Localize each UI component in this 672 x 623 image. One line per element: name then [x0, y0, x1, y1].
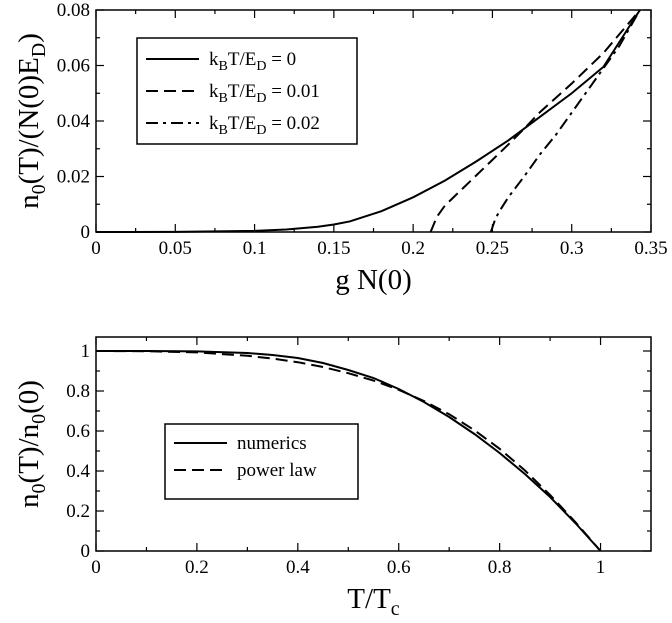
y-tick-label: 0.8 — [66, 381, 90, 402]
x-tick-label: 0.3 — [560, 238, 584, 259]
x-tick-label: 0.05 — [159, 238, 192, 259]
y-tick-label: 1 — [81, 341, 91, 362]
x-tick-label: 0.35 — [634, 238, 667, 259]
legend: numerics power law — [164, 423, 359, 500]
series-line-kbt-ed-0-02 — [489, 9, 641, 233]
legend-box — [164, 423, 359, 500]
x-tick-label: 0.25 — [476, 238, 509, 259]
series-line-kbt-ed-0 — [95, 9, 641, 233]
x-tick-label: 0.1 — [243, 238, 267, 259]
y-tick-label: 0 — [81, 541, 91, 562]
x-axis-label: g N(0) — [335, 264, 412, 296]
legend-label: numerics — [237, 433, 307, 454]
y-tick-label: 0.06 — [57, 56, 90, 77]
x-tick-label: 0.8 — [488, 557, 512, 578]
x-tick-label: 1 — [596, 557, 606, 578]
x-tick-label: 0 — [91, 557, 101, 578]
x-axis-label: T/Tc — [347, 583, 400, 620]
series-line-power-law — [95, 350, 602, 552]
legend-label: kBT/ED = 0.01 — [209, 81, 320, 106]
series-line-numerics — [96, 350, 602, 552]
y-axis-label: n0(T)/n0(0) — [13, 380, 50, 508]
x-tick-label: 0.2 — [185, 557, 209, 578]
chart-panel-1: 0 0.05 0.1 0.15 0.2 0.25 0.3 0.35 0 0.02 0.04 0.06 0… — [13, 0, 668, 296]
y-axis-label: n0(T)/(N(0)ED) — [13, 33, 50, 209]
series-line-kbt-ed-0-01 — [429, 9, 641, 233]
legend-label: kBT/ED = 0 — [209, 49, 296, 74]
chart-panel-2: 0 0.2 0.4 0.6 0.8 1 0 0.2 0.4 0.6 0.8 1 T/Tc n0(T)/n0… — [13, 336, 652, 620]
y-tick-label: 0.2 — [66, 501, 90, 522]
y-tick-label: 0.4 — [66, 461, 90, 482]
y-tick-label: 0.6 — [66, 421, 90, 442]
y-tick-label: 0.02 — [57, 167, 90, 188]
x-tick-label: 0 — [91, 238, 101, 259]
legend: kBT/ED = 0 kBT/ED = 0.01 kBT/ED = 0.02 — [136, 37, 358, 145]
legend-label: kBT/ED = 0.02 — [209, 113, 320, 138]
y-tick-label: 0 — [81, 222, 91, 243]
x-tick-label: 0.6 — [387, 557, 411, 578]
y-tick-label: 0.04 — [57, 111, 91, 132]
plot-frame — [95, 336, 652, 552]
y-tick-label: 0.08 — [57, 0, 90, 21]
x-tick-label: 0.15 — [317, 238, 350, 259]
x-tick-label: 0.2 — [401, 238, 425, 259]
legend-label: power law — [237, 460, 317, 481]
x-tick-label: 0.4 — [286, 557, 310, 578]
